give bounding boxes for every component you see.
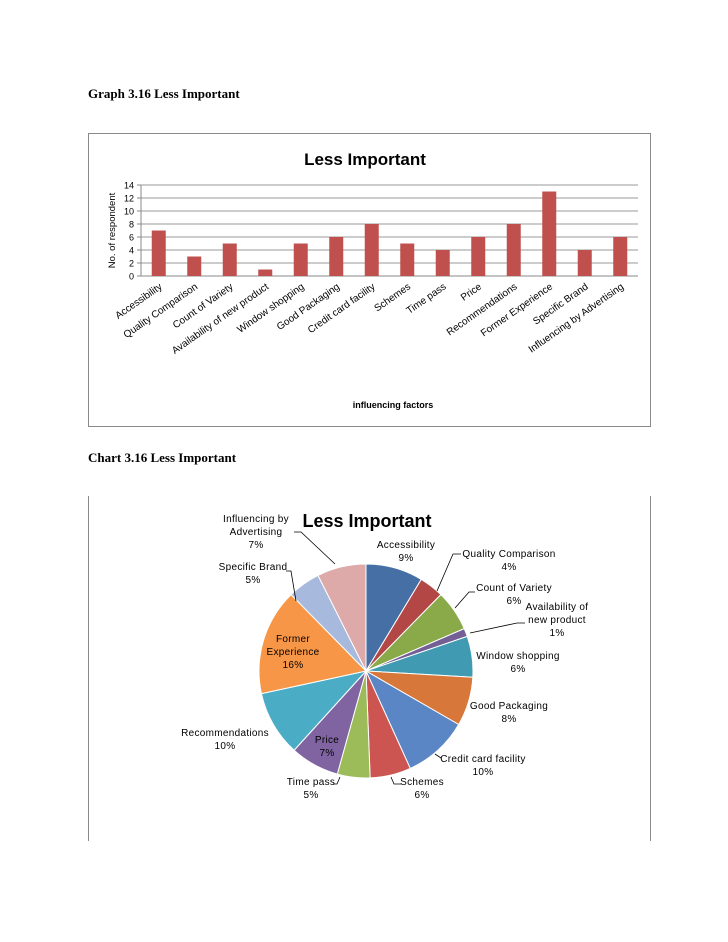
pie-label-percent: 1% [549, 628, 564, 639]
pie-chart-title: Less Important [302, 511, 431, 531]
pie-label-name: Good Packaging [470, 701, 548, 712]
bar-schemes [400, 243, 415, 276]
pie-label-good-packaging: Good Packaging 8% [470, 701, 548, 725]
pie-label-quality-comparison: Quality Comparison 4% [436, 549, 555, 592]
leader-line [436, 553, 461, 592]
pie-label-influencing-by-advertising: Influencing by Advertising 7% [223, 514, 336, 565]
pie-label-percent: 7% [248, 540, 263, 551]
pie-label-percent: 8% [501, 714, 516, 725]
pie-label-name: Schemes [400, 777, 444, 788]
pie-label-name: Advertising [230, 527, 283, 538]
x-axis-label: influencing factors [353, 400, 434, 410]
pie-label-recommendations: Recommendations 10% [181, 728, 269, 752]
leader-line [454, 591, 475, 609]
pie-label-name: Quality Comparison [462, 549, 555, 560]
leader-line [286, 570, 297, 602]
leader-line [294, 531, 336, 565]
slice-influencing-by-advertising [317, 563, 367, 672]
pie-label-percent: 7% [319, 748, 334, 759]
leader-line [434, 753, 442, 759]
pie-label-former-experience: Former Experience 16% [266, 634, 319, 671]
pie-label-accessibility: Accessibility 9% [377, 540, 435, 564]
pie-label-percent: 10% [215, 741, 236, 752]
leader-line [469, 622, 525, 634]
bar-specific-brand [577, 250, 592, 276]
bar-former-experience [542, 191, 557, 276]
pie-chart-frame: Less Important Accessibility 9% Quality Com… [88, 496, 651, 841]
bar-chart: Less Important 0 2 4 6 8 10 12 14 No. of responde… [107, 150, 638, 410]
pie-label-percent: 6% [414, 790, 429, 801]
x-tick-label: Credit card facility [306, 281, 377, 336]
pie-label-percent: 9% [398, 553, 413, 564]
pie-label-credit-card-facility: Credit card facility 10% [434, 753, 525, 778]
pie-label-name: Window shopping [476, 651, 559, 662]
pie-label-percent: 4% [501, 562, 516, 573]
bar-count-of-variety [222, 243, 237, 276]
pie-label-percent: 6% [510, 664, 525, 675]
y-tick-label: 6 [129, 233, 134, 243]
leader-line [333, 776, 341, 785]
bar-quality-comparison [187, 256, 202, 276]
pie-label-percent: 6% [506, 596, 521, 607]
y-tick-label: 0 [129, 272, 134, 282]
y-tick-label: 8 [129, 220, 134, 230]
pie-label-time-pass: Time pass 5% [287, 776, 341, 801]
y-axis-label: No. of respondent [107, 192, 118, 268]
pie-label-name: Specific Brand [219, 562, 288, 573]
pie-label-name: Credit card facility [440, 754, 525, 765]
pie-label-percent: 5% [245, 575, 260, 586]
slice-former-experience [258, 593, 367, 695]
bar-good-packaging [329, 237, 344, 276]
x-tick-label: Time pass [405, 281, 449, 316]
graph-caption: Graph 3.16 Less Important [88, 86, 240, 101]
pie-label-name: Price [315, 735, 339, 746]
y-tick-label: 12 [124, 194, 134, 204]
pie-label-percent: 16% [283, 660, 304, 671]
leader-line [390, 776, 401, 785]
y-tick-label: 14 [124, 181, 134, 191]
pie-label-name: Count of Variety [476, 583, 552, 594]
pie-label-name: Experience [266, 647, 319, 658]
pie-label-name: Accessibility [377, 540, 435, 551]
pie-label-name: new product [528, 615, 586, 626]
y-tick-label: 4 [129, 246, 134, 256]
pie-label-name: Recommendations [181, 728, 269, 739]
pie-label-price: Price 7% [315, 735, 339, 759]
y-tick-label: 2 [129, 259, 134, 269]
pie-chart: Less Important Accessibility 9% Quality Com… [181, 511, 589, 801]
bar-credit-card-facility [364, 224, 379, 276]
pie-label-name: Influencing by [223, 514, 289, 525]
bar-chart-frame: Less Important 0 2 4 6 8 10 12 14 No. of responde… [88, 133, 651, 427]
bar-price [471, 237, 486, 276]
x-tick-label: Price [459, 281, 484, 303]
pie-label-name: Time pass [287, 777, 335, 788]
bar-accessibility [151, 230, 166, 276]
pie-label-percent: 10% [473, 767, 494, 778]
bar-influencing-by-advertising [613, 237, 628, 276]
pie-label-schemes: Schemes 6% [390, 776, 444, 801]
y-tick-label: 10 [124, 207, 134, 217]
pie-label-name: Availability of [526, 602, 589, 613]
pie-label-window-shopping: Window shopping 6% [476, 651, 559, 675]
bar-chart-title: Less Important [304, 150, 426, 169]
bar-availability-of-new-product [258, 269, 273, 276]
bar-time-pass [435, 250, 450, 276]
bar-recommendations [506, 224, 521, 276]
pie-label-name: Former [276, 634, 310, 645]
chart-caption: Chart 3.16 Less Important [88, 450, 237, 465]
pie-label-count-of-variety: Count of Variety 6% [454, 583, 552, 609]
pie-label-specific-brand: Specific Brand 5% [219, 562, 297, 602]
pie-label-availability-of-new-product: Availability of new product 1% [469, 602, 589, 639]
pie-label-percent: 5% [303, 790, 318, 801]
bar-window-shopping [293, 243, 308, 276]
